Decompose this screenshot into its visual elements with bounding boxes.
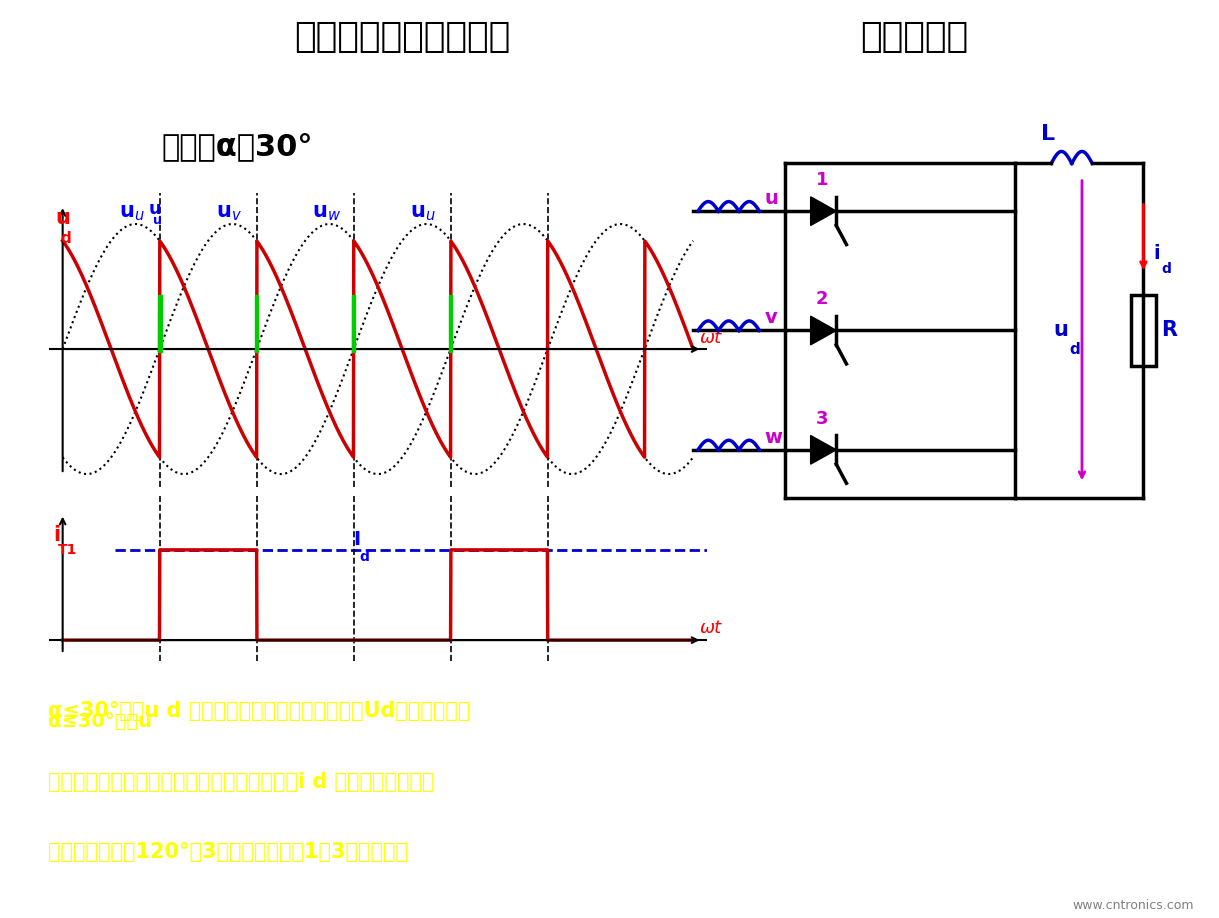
Text: 3: 3 — [816, 409, 828, 428]
Text: u: u — [149, 200, 161, 218]
Text: 晶闸管导通角为120°，3个晶闸管各负担1／3的负载电流: 晶闸管导通角为120°，3个晶闸管各负担1／3的负载电流 — [48, 843, 408, 862]
Text: v: v — [764, 308, 778, 328]
Bar — [1131, 295, 1156, 366]
Text: w: w — [764, 428, 783, 447]
Text: R: R — [1162, 320, 1178, 341]
Text: 1: 1 — [816, 171, 828, 189]
Text: d: d — [60, 230, 71, 246]
Polygon shape — [811, 196, 836, 226]
Text: T1: T1 — [59, 543, 77, 557]
Text: 三相半波可控整流电路: 三相半波可控整流电路 — [294, 19, 511, 54]
Text: α≤30°时，u d 波形与纯电阻性负载波形一样，Ud计算式和纯电: α≤30°时，u d 波形与纯电阻性负载波形一样，Ud计算式和纯电 — [48, 701, 471, 722]
Text: d: d — [1162, 263, 1171, 276]
Text: ωt: ωt — [700, 329, 722, 347]
Text: i: i — [54, 525, 61, 545]
Bar — [352, 296, 356, 352]
Bar — [255, 296, 258, 352]
Text: u$_v$: u$_v$ — [216, 204, 243, 223]
Polygon shape — [811, 316, 836, 345]
Text: u: u — [56, 208, 71, 228]
Text: 控制角α＝30°: 控制角α＝30° — [162, 132, 313, 162]
Text: u: u — [764, 189, 779, 208]
Text: ωt: ωt — [700, 619, 722, 637]
Text: 阻性负载一样；当电感足够大时，可近似认为i d 波形为平直波形，: 阻性负载一样；当电感足够大时，可近似认为i d 波形为平直波形， — [48, 772, 434, 792]
Text: i: i — [1153, 244, 1160, 263]
Text: α≤30°时，u: α≤30°时，u — [48, 712, 152, 732]
Text: 电感性负载: 电感性负载 — [861, 19, 968, 54]
Text: u$_w$: u$_w$ — [312, 204, 340, 223]
Text: d: d — [1069, 342, 1080, 357]
Bar — [449, 296, 452, 352]
Text: u: u — [152, 214, 162, 227]
Bar — [157, 296, 161, 352]
Text: 2: 2 — [816, 290, 828, 308]
Text: I: I — [354, 531, 361, 549]
Text: L: L — [1041, 124, 1056, 143]
Text: www.cntronics.com: www.cntronics.com — [1073, 899, 1195, 912]
Text: d: d — [360, 550, 369, 564]
Text: u$_u$: u$_u$ — [119, 204, 145, 223]
Text: u$_u$: u$_u$ — [411, 204, 436, 223]
Text: u: u — [1053, 320, 1069, 341]
Polygon shape — [811, 435, 836, 465]
